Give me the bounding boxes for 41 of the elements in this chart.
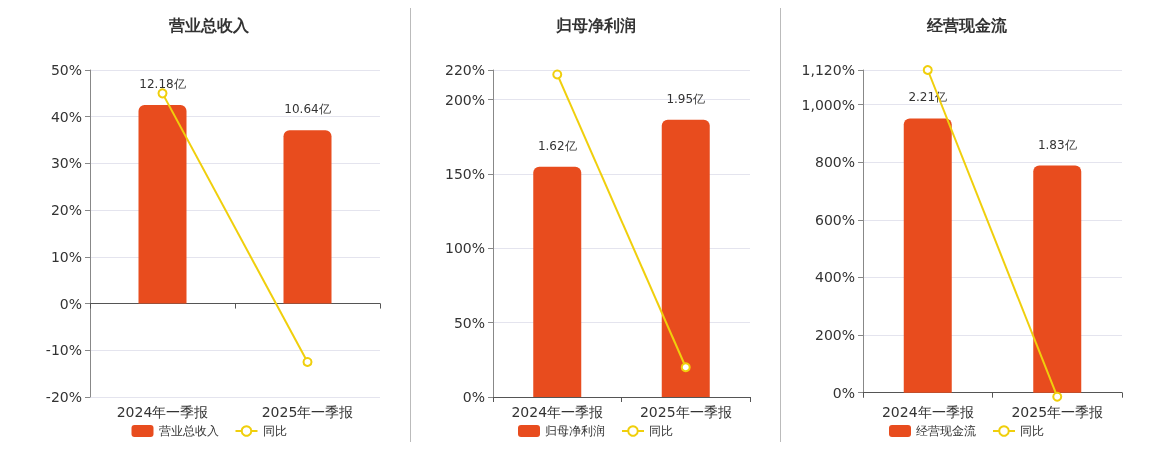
y-tick-label: 50% [50,62,82,78]
x-tick-label: 2025年一季报 [639,404,732,420]
data-label: 1.62亿 [537,138,577,153]
y-tick-label: 1,000% [801,96,855,113]
y-tick-label: 10% [50,248,82,265]
y-tick-label: 30% [50,155,82,172]
y-tick-label: 220% [444,62,485,78]
legend-label: 经营现金流 [916,424,976,438]
y-tick-label: -20% [45,389,82,405]
y-tick-label: 20% [50,202,82,219]
y-tick-label: 600% [814,211,855,228]
y-tick-label: 150% [444,166,485,183]
data-label: 12.18亿 [139,77,186,92]
y-tick-label: 200% [444,91,485,108]
y-tick-label: 0% [59,295,82,312]
legend-label: 同比 [1020,424,1044,438]
legend-label: 营业总收入 [158,424,219,438]
y-tick-label: 0% [462,389,485,405]
legend-label: 归母净利润 [545,424,605,438]
data-label: 1.95亿 [666,91,706,106]
x-tick-label: 2024年一季报 [881,404,974,420]
chart-title: 营业总收入 [168,15,250,35]
data-label: 1.83亿 [1037,137,1077,152]
y-tick-label: 1,120% [801,62,855,78]
x-tick-label: 2024年一季报 [511,404,604,420]
legend-label: 同比 [649,424,673,438]
x-tick-label: 2025年一季报 [261,404,354,420]
y-tick-label: 100% [444,240,485,257]
y-tick-label: 0% [832,384,855,401]
chart-title: 经营现金流 [925,15,1008,35]
y-tick-label: 200% [814,327,855,344]
chart-title: 归母净利润 [554,15,636,35]
y-tick-label: 50% [453,314,485,331]
x-tick-label: 2024年一季报 [116,404,209,420]
y-tick-label: -10% [45,342,82,359]
legend-label: 同比 [262,424,287,438]
y-tick-label: 400% [814,269,855,286]
x-tick-label: 2025年一季报 [1011,404,1104,420]
y-tick-label: 800% [814,154,855,171]
y-tick-label: 40% [50,108,82,125]
data-label: 10.64亿 [284,102,331,117]
